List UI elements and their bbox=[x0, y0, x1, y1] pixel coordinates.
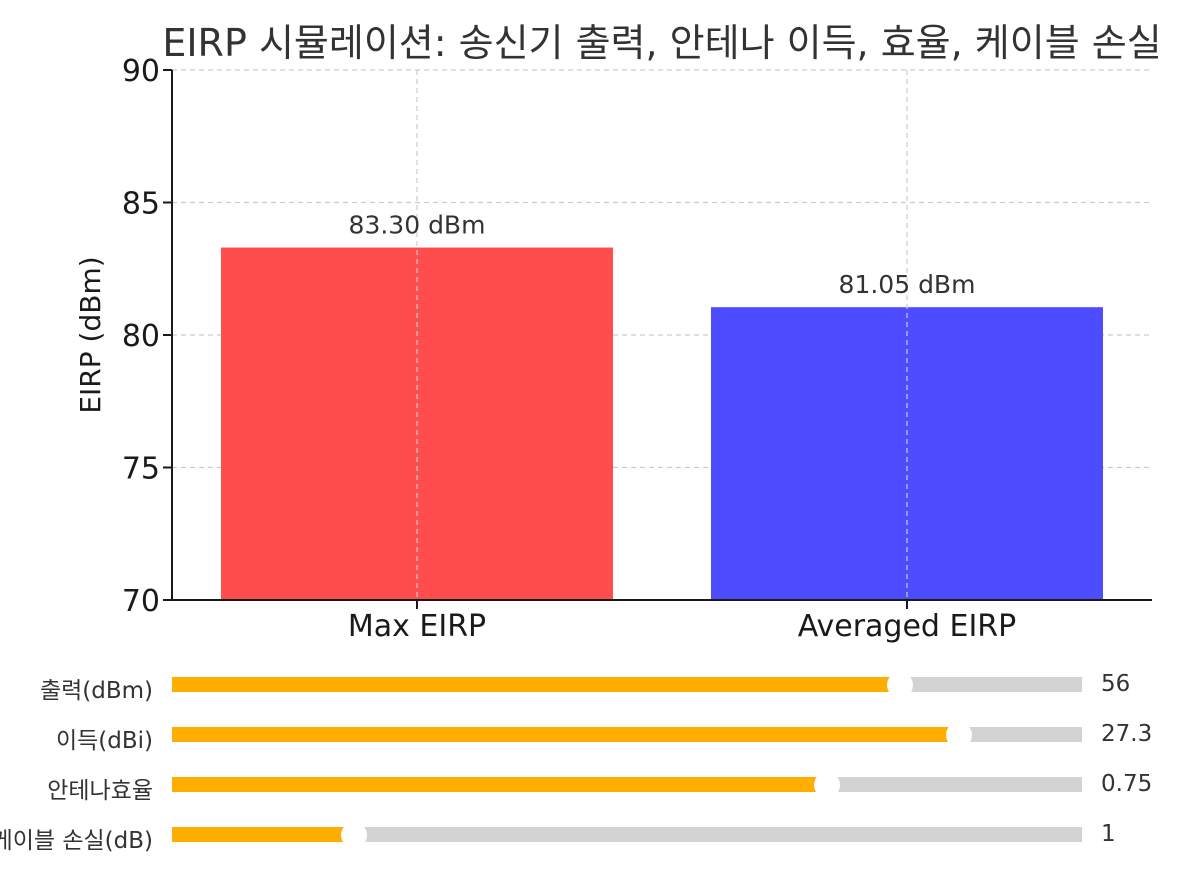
slider-value: 27.3 bbox=[1101, 721, 1153, 747]
y-tick-label: 70 bbox=[122, 584, 160, 619]
bars bbox=[221, 247, 1103, 601]
slider-track[interactable] bbox=[172, 822, 1082, 848]
slider-label: 출력(dBm) bbox=[39, 678, 153, 704]
x-tick-label: Max EIRP bbox=[348, 609, 486, 644]
slider-handle[interactable] bbox=[341, 822, 367, 848]
slider-track[interactable] bbox=[172, 722, 1082, 748]
slider-value: 56 bbox=[1101, 671, 1131, 697]
eirp-bar-chart: EIRP 시뮬레이션: 송신기 출력, 안테나 이득, 효율, 케이블 손실 E… bbox=[74, 21, 1162, 644]
slider-value: 0.75 bbox=[1101, 771, 1153, 797]
labels: 70 75 80 85 90 Max EIRP 83.30 dBm Averaged EIRP… bbox=[122, 54, 1016, 644]
slider-row: 케이블 손실(dB) 1 bbox=[0, 817, 1181, 854]
slider-fill bbox=[172, 777, 828, 792]
y-tick-label: 75 bbox=[122, 452, 160, 487]
slider-fill bbox=[172, 827, 354, 842]
slider-handle[interactable] bbox=[887, 672, 913, 698]
slider-row: 안테나효율 0.75 bbox=[0, 767, 1181, 804]
y-axis-label: EIRP (dBm) bbox=[74, 256, 107, 413]
slider-value: 1 bbox=[1101, 821, 1116, 847]
slider-handle[interactable] bbox=[814, 772, 841, 798]
x-tick-label: Averaged EIRP bbox=[798, 609, 1017, 644]
data-label: 81.05 dBm bbox=[839, 270, 976, 299]
y-tick-label: 80 bbox=[122, 319, 160, 354]
y-tick-label: 90 bbox=[122, 54, 160, 89]
slider-track[interactable] bbox=[172, 672, 1082, 698]
vertical-grid-lines bbox=[416, 70, 908, 600]
chart-title: EIRP 시뮬레이션: 송신기 출력, 안테나 이득, 효율, 케이블 손실 bbox=[162, 21, 1161, 65]
slider-row: 이득(dBi) 27.3 bbox=[0, 717, 1181, 754]
slider-handle[interactable] bbox=[946, 722, 973, 748]
y-tick-label: 85 bbox=[122, 187, 160, 222]
axes bbox=[163, 69, 1152, 609]
slider-track[interactable] bbox=[172, 772, 1082, 798]
slider-label: 안테나효율 bbox=[47, 778, 153, 804]
slider-fill bbox=[172, 727, 960, 742]
data-label: 83.30 dBm bbox=[349, 211, 486, 240]
slider-label: 이득(dBi) bbox=[55, 728, 153, 754]
slider-row: 출력(dBm) 56 bbox=[0, 667, 1181, 704]
slider-label: 케이블 손실(dB) bbox=[0, 828, 153, 854]
slider-fill bbox=[172, 677, 900, 692]
